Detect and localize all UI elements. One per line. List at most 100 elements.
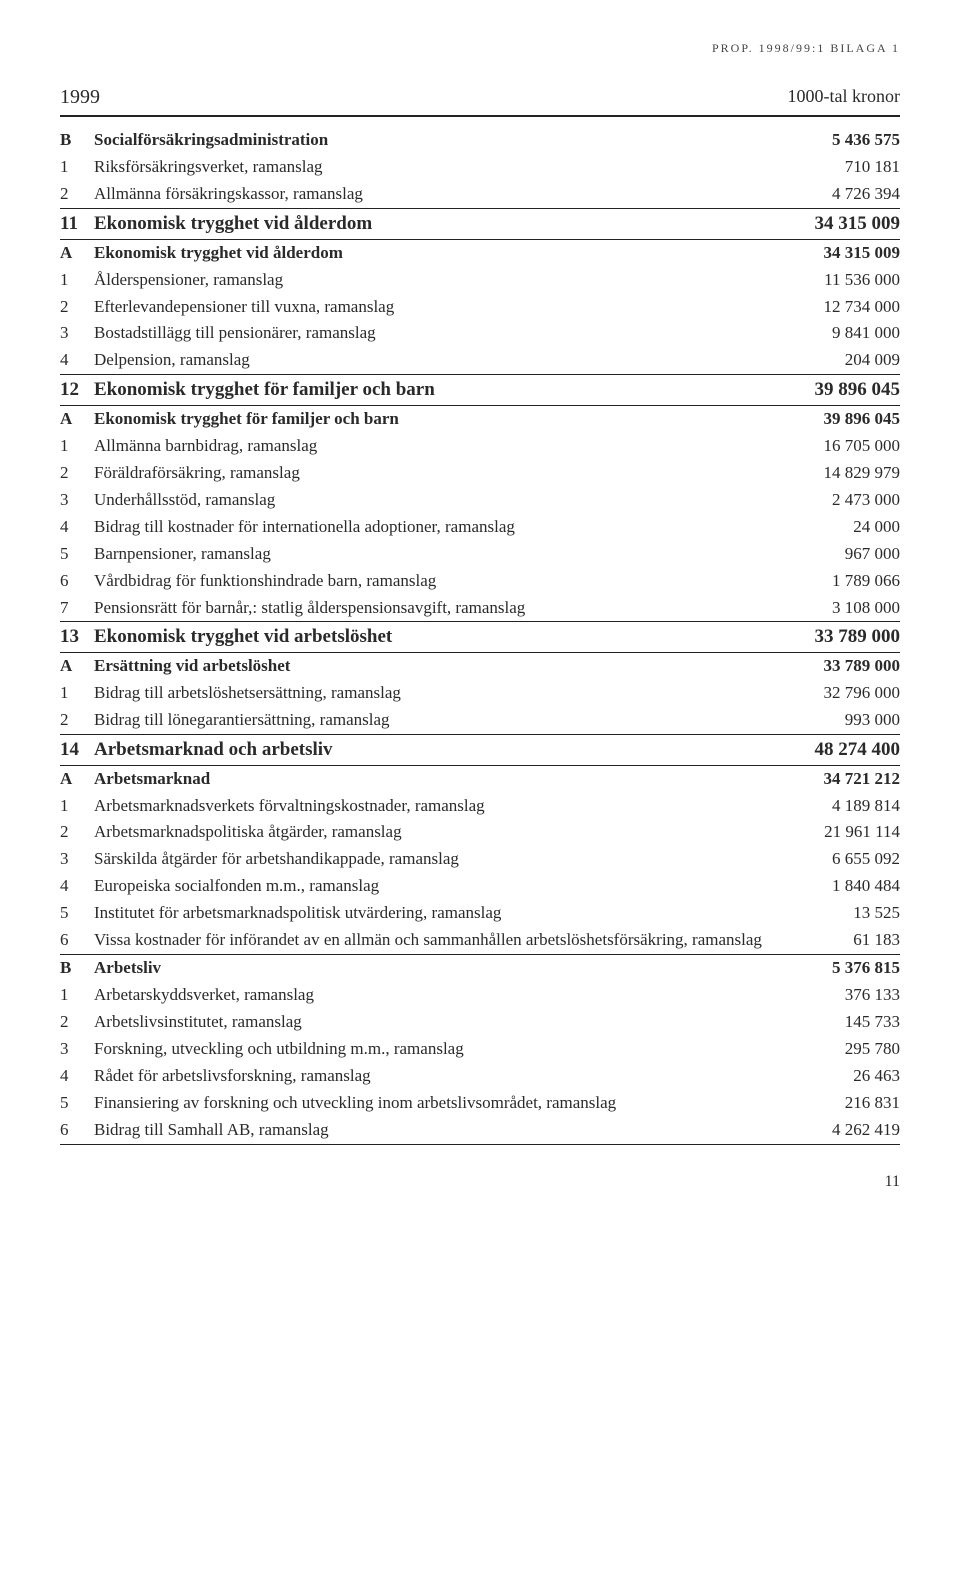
- item-id: 2: [60, 294, 94, 321]
- item-value: 14 829 979: [770, 460, 900, 487]
- item-label: Vissa kostnader för införandet av en all…: [94, 927, 770, 954]
- item-label: Bidrag till Samhall AB, ramanslag: [94, 1117, 770, 1144]
- subhead-id: A: [60, 765, 94, 792]
- item-label: Riksförsäkringsverket, ramanslag: [94, 154, 770, 181]
- subhead-total: 5 376 815: [770, 955, 900, 982]
- item-id: 2: [60, 1009, 94, 1036]
- section-title: Ekonomisk trygghet vid arbetslöshet: [94, 622, 770, 653]
- section-id: 13: [60, 622, 94, 653]
- line-item-row: 2Bidrag till lönegarantiersättning, rama…: [60, 707, 900, 734]
- subhead-id: B: [60, 127, 94, 154]
- item-value: 993 000: [770, 707, 900, 734]
- subhead-title: Arbetsliv: [94, 955, 770, 982]
- line-item-row: 2Arbetslivsinstitutet, ramanslag145 733: [60, 1009, 900, 1036]
- subhead-title: Ersättning vid arbetslöshet: [94, 653, 770, 680]
- header-row: 1999 1000-tal kronor: [60, 84, 900, 117]
- item-label: Bidrag till arbetslöshetsersättning, ram…: [94, 680, 770, 707]
- unit-label: 1000-tal kronor: [788, 84, 900, 111]
- item-id: 1: [60, 793, 94, 820]
- item-id: 3: [60, 1036, 94, 1063]
- line-item-row: 3Forskning, utveckling och utbildning m.…: [60, 1036, 900, 1063]
- item-id: 1: [60, 680, 94, 707]
- line-item-row: 4Delpension, ramanslag204 009: [60, 347, 900, 374]
- item-value: 6 655 092: [770, 846, 900, 873]
- item-label: Forskning, utveckling och utbildning m.m…: [94, 1036, 770, 1063]
- item-id: 2: [60, 460, 94, 487]
- line-item-row: 1Arbetarskyddsverket, ramanslag376 133: [60, 982, 900, 1009]
- sub-head-row: AErsättning vid arbetslöshet33 789 000: [60, 653, 900, 680]
- line-item-row: 1Allmänna barnbidrag, ramanslag16 705 00…: [60, 433, 900, 460]
- item-id: 1: [60, 982, 94, 1009]
- item-id: 4: [60, 1063, 94, 1090]
- item-id: 2: [60, 819, 94, 846]
- section-total: 39 896 045: [770, 375, 900, 406]
- item-value: 12 734 000: [770, 294, 900, 321]
- subhead-title: Ekonomisk trygghet vid ålderdom: [94, 239, 770, 266]
- section-total: 33 789 000: [770, 622, 900, 653]
- item-id: 2: [60, 181, 94, 208]
- item-label: Arbetsmarknadspolitiska åtgärder, ramans…: [94, 819, 770, 846]
- section-title: Ekonomisk trygghet för familjer och barn: [94, 375, 770, 406]
- item-value: 32 796 000: [770, 680, 900, 707]
- line-item-row: 3Särskilda åtgärder för arbetshandikappa…: [60, 846, 900, 873]
- item-label: Barnpensioner, ramanslag: [94, 541, 770, 568]
- item-value: 216 831: [770, 1090, 900, 1117]
- item-id: 1: [60, 154, 94, 181]
- item-label: Allmänna försäkringskassor, ramanslag: [94, 181, 770, 208]
- item-label: Bidrag till kostnader för internationell…: [94, 514, 770, 541]
- line-item-row: 7Pensionsrätt för barnår,: statlig ålder…: [60, 595, 900, 622]
- item-label: Bidrag till lönegarantiersättning, raman…: [94, 707, 770, 734]
- item-id: 3: [60, 846, 94, 873]
- item-label: Bostadstillägg till pensionärer, ramansl…: [94, 320, 770, 347]
- line-item-row: 5Barnpensioner, ramanslag967 000: [60, 541, 900, 568]
- item-label: Rådet för arbetslivsforskning, ramanslag: [94, 1063, 770, 1090]
- section-id: 12: [60, 375, 94, 406]
- subhead-id: A: [60, 239, 94, 266]
- item-value: 710 181: [770, 154, 900, 181]
- section-total: 34 315 009: [770, 209, 900, 240]
- item-label: Efterlevandepensioner till vuxna, ramans…: [94, 294, 770, 321]
- item-label: Föräldraförsäkring, ramanslag: [94, 460, 770, 487]
- item-id: 4: [60, 514, 94, 541]
- subhead-total: 39 896 045: [770, 405, 900, 432]
- section-title: Ekonomisk trygghet vid ålderdom: [94, 209, 770, 240]
- line-item-row: 6Vårdbidrag för funktionshindrade barn, …: [60, 568, 900, 595]
- subhead-title: Ekonomisk trygghet för familjer och barn: [94, 405, 770, 432]
- line-item-row: 1Bidrag till arbetslöshetsersättning, ra…: [60, 680, 900, 707]
- item-value: 2 473 000: [770, 487, 900, 514]
- sub-head-row: AArbetsmarknad34 721 212: [60, 765, 900, 792]
- item-label: Institutet för arbetsmarknadspolitisk ut…: [94, 900, 770, 927]
- section-total: 48 274 400: [770, 734, 900, 765]
- line-item-row: 5Finansiering av forskning och utvecklin…: [60, 1090, 900, 1117]
- subhead-id: B: [60, 955, 94, 982]
- line-item-row: 6Vissa kostnader för införandet av en al…: [60, 927, 900, 954]
- subhead-title: Arbetsmarknad: [94, 765, 770, 792]
- item-id: 4: [60, 347, 94, 374]
- line-item-row: 1Ålderspensioner, ramanslag11 536 000: [60, 267, 900, 294]
- item-id: 3: [60, 320, 94, 347]
- item-value: 1 840 484: [770, 873, 900, 900]
- section-title: Arbetsmarknad och arbetsliv: [94, 734, 770, 765]
- running-head: PROP. 1998/99:1 BILAGA 1: [60, 40, 900, 56]
- sub-head-row: AEkonomisk trygghet vid ålderdom34 315 0…: [60, 239, 900, 266]
- subhead-total: 5 436 575: [770, 127, 900, 154]
- item-label: Vårdbidrag för funktionshindrade barn, r…: [94, 568, 770, 595]
- item-label: Finansiering av forskning och utveckling…: [94, 1090, 770, 1117]
- item-value: 61 183: [770, 927, 900, 954]
- line-item-row: 2Arbetsmarknadspolitiska åtgärder, raman…: [60, 819, 900, 846]
- item-id: 1: [60, 433, 94, 460]
- subhead-id: A: [60, 405, 94, 432]
- item-label: Arbetsmarknadsverkets förvaltningskostna…: [94, 793, 770, 820]
- line-item-row: 2Föräldraförsäkring, ramanslag14 829 979: [60, 460, 900, 487]
- item-value: 24 000: [770, 514, 900, 541]
- item-value: 4 726 394: [770, 181, 900, 208]
- section-head-row: 11Ekonomisk trygghet vid ålderdom34 315 …: [60, 209, 900, 240]
- item-id: 6: [60, 927, 94, 954]
- page: PROP. 1998/99:1 BILAGA 1 1999 1000-tal k…: [60, 40, 900, 1192]
- item-value: 3 108 000: [770, 595, 900, 622]
- item-label: Allmänna barnbidrag, ramanslag: [94, 433, 770, 460]
- item-id: 5: [60, 541, 94, 568]
- item-label: Arbetslivsinstitutet, ramanslag: [94, 1009, 770, 1036]
- item-label: Delpension, ramanslag: [94, 347, 770, 374]
- subhead-total: 34 721 212: [770, 765, 900, 792]
